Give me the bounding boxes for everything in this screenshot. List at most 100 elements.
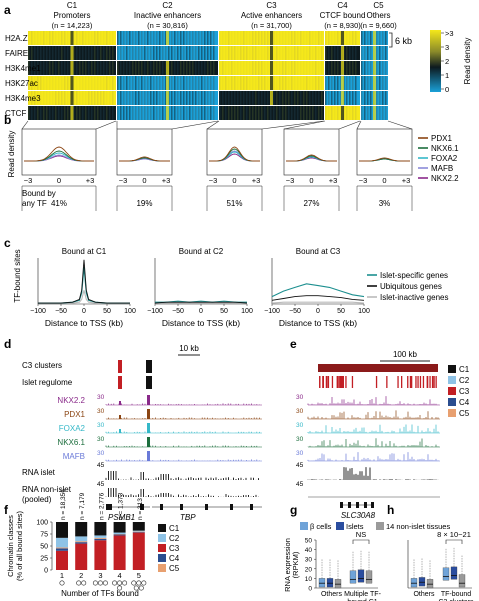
heat-stripe — [192, 106, 194, 120]
heat-stripe — [162, 61, 164, 75]
heat-stripe — [162, 106, 164, 120]
heat-stripe — [112, 91, 114, 105]
heatmap — [28, 31, 388, 120]
e-regulome-mark — [436, 376, 437, 388]
heat-stripe — [328, 76, 330, 90]
heat-stripe — [210, 76, 212, 90]
f-bar-segment — [94, 538, 106, 539]
e-track-num: 30 — [296, 408, 304, 415]
e-track-num: 30 — [296, 394, 304, 401]
heat-stripe — [325, 76, 327, 90]
heat-stripe — [285, 61, 287, 75]
heat-stripe — [52, 91, 54, 105]
heat-stripe — [276, 76, 278, 90]
heat-stripe — [261, 76, 263, 90]
f-bar-segment — [114, 533, 126, 534]
heat-center — [373, 61, 376, 75]
e-regulome-mark — [376, 376, 377, 388]
f-tf-circle — [137, 581, 141, 585]
heat-stripe — [367, 31, 369, 45]
heat-stripe — [231, 106, 233, 120]
b-profile-box — [22, 129, 96, 175]
heat-stripe — [234, 91, 236, 105]
f-tf-circle — [117, 581, 121, 585]
d-peak — [119, 401, 121, 405]
heat-stripe — [94, 61, 96, 75]
heat-center — [166, 91, 169, 105]
heat-stripe — [288, 46, 290, 60]
heat-stripe — [201, 46, 203, 60]
heat-stripe — [64, 76, 66, 90]
gh-box — [319, 578, 325, 587]
heat-stripe — [249, 91, 251, 105]
heat-stripe — [300, 106, 302, 120]
f-tf-circle — [132, 581, 136, 585]
heat-stripe — [150, 106, 152, 120]
heat-stripe — [361, 61, 363, 75]
heat-stripe — [82, 76, 84, 90]
heat-stripe — [192, 61, 194, 75]
heat-stripe — [207, 91, 209, 105]
heat-stripe — [162, 76, 164, 90]
heat-stripe — [177, 46, 179, 60]
heat-stripe — [94, 76, 96, 90]
e-regulome-mark — [415, 376, 416, 388]
c-tick-label: 0 — [199, 308, 203, 315]
d-track-num: 30 — [97, 422, 105, 429]
heat-stripe — [109, 31, 111, 45]
heat-stripe — [76, 31, 78, 45]
gh-sig-label: 8 × 10−21 — [437, 530, 471, 539]
c-title: Bound at C1 — [62, 247, 107, 256]
heat-stripe — [52, 31, 54, 45]
heat-stripe — [198, 91, 200, 105]
heat-stripe — [346, 76, 348, 90]
heat-stripe — [337, 76, 339, 90]
heat-stripe — [46, 91, 48, 105]
heat-stripe — [309, 46, 311, 60]
heat-stripe — [291, 31, 293, 45]
heat-stripe — [189, 91, 191, 105]
heat-stripe — [294, 76, 296, 90]
heat-stripe — [132, 106, 134, 120]
heat-stripe — [346, 61, 348, 75]
heat-stripe — [103, 46, 105, 60]
heat-stripe — [246, 61, 248, 75]
heat-stripe — [58, 31, 60, 45]
heat-stripe — [225, 106, 227, 120]
e-track-num: 30 — [296, 450, 304, 457]
heat-stripe — [132, 61, 134, 75]
heat-stripe — [141, 106, 143, 120]
heat-stripe — [291, 106, 293, 120]
c-tick-label: 100 — [241, 308, 253, 315]
f-tf-circle — [103, 581, 107, 585]
gh-box — [358, 570, 364, 582]
heat-stripe — [28, 46, 30, 60]
f-bar-segment — [56, 551, 68, 570]
heat-stripe — [364, 106, 366, 120]
heat-stripe — [318, 46, 320, 60]
heat-stripe — [198, 46, 200, 60]
heat-stripe — [225, 46, 227, 60]
e-regulome-mark — [420, 376, 421, 388]
heat-stripe — [240, 91, 242, 105]
e-regulome-mark — [407, 376, 408, 388]
f-bar-segment — [94, 522, 106, 535]
heat-stripe — [318, 31, 320, 45]
heat-stripe — [156, 46, 158, 60]
heat-stripe — [258, 106, 260, 120]
heat-stripe — [106, 106, 108, 120]
d-regulome — [118, 376, 122, 389]
heat-stripe — [58, 106, 60, 120]
heat-stripe — [367, 61, 369, 75]
e-regulome-mark — [432, 376, 433, 388]
heat-stripe — [117, 31, 119, 45]
f-tf-circle — [122, 581, 126, 585]
heat-stripe — [112, 61, 114, 75]
heat-stripe — [174, 31, 176, 45]
heat-stripe — [364, 31, 366, 45]
heat-center — [270, 76, 273, 90]
legend-tick-label: 2 — [445, 57, 449, 66]
heat-stripe — [109, 76, 111, 90]
heat-stripe — [109, 61, 111, 75]
e-regulome-mark — [417, 376, 418, 388]
